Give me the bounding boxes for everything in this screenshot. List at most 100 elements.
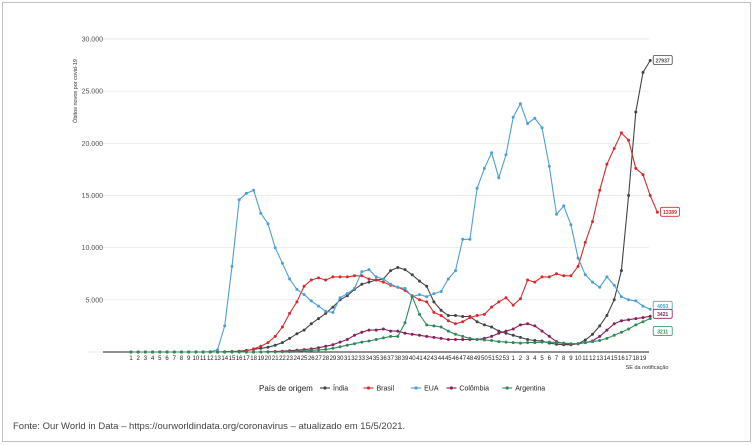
y-tick-label: 20.000 (82, 141, 104, 148)
data-point (591, 220, 594, 224)
data-point (504, 153, 508, 157)
data-point (612, 283, 616, 287)
x-tick-label: 6 (548, 356, 552, 362)
legend-item-índia: Índia (320, 384, 348, 393)
y-tick-label: 30.000 (82, 37, 104, 44)
data-point (374, 338, 378, 341)
data-point (418, 333, 421, 337)
data-point (194, 350, 198, 354)
y-axis-label: Óbitos novos por covid-19 (72, 59, 79, 123)
data-point (627, 327, 631, 331)
x-tick-label: 10 (575, 356, 582, 362)
data-point (317, 346, 320, 350)
x-tick-label: 14 (221, 356, 228, 362)
data-point (295, 300, 299, 304)
x-tick-label: 2 (519, 356, 523, 362)
x-tick-label: 17 (625, 356, 632, 362)
data-point (266, 222, 270, 226)
data-point (345, 343, 349, 347)
end-label-box (652, 308, 673, 319)
data-point (569, 342, 573, 346)
data-point (410, 332, 414, 336)
x-tick-label: 27 (315, 356, 322, 362)
x-tick-label: 19 (640, 356, 647, 362)
data-point (446, 319, 450, 323)
series-argentina (129, 295, 652, 354)
data-point (381, 280, 385, 284)
data-point (461, 315, 465, 318)
data-point (555, 272, 558, 276)
data-point (612, 298, 616, 302)
data-point (381, 336, 385, 340)
data-point (367, 280, 371, 284)
data-point (345, 275, 349, 279)
data-point (555, 341, 558, 345)
end-label-text: 3211 (657, 329, 668, 335)
data-point (259, 350, 263, 354)
data-point (591, 340, 594, 344)
data-point (338, 340, 342, 344)
data-point (252, 347, 256, 351)
data-point (504, 296, 508, 300)
x-tick-label: 12 (589, 356, 596, 362)
data-point (317, 348, 320, 352)
data-point (418, 298, 421, 302)
x-tick-label: 26 (308, 356, 315, 362)
data-point (353, 333, 356, 337)
data-point (576, 342, 580, 346)
data-point (612, 333, 616, 337)
series-eua (129, 102, 652, 354)
data-point (389, 329, 393, 333)
data-point (273, 334, 277, 338)
data-point (648, 314, 652, 318)
data-point (302, 284, 306, 288)
data-point (360, 270, 364, 274)
data-point (526, 278, 530, 282)
x-tick-label: 10 (193, 356, 200, 362)
data-point (180, 350, 183, 354)
end-label-índia: 27937 (652, 55, 673, 65)
data-point (425, 295, 429, 299)
data-point (576, 264, 580, 268)
data-point (309, 299, 313, 303)
x-tick-label: 9 (569, 356, 573, 362)
y-tick-label: 10.000 (82, 245, 104, 252)
x-tick-label: 25 (301, 356, 308, 362)
data-point (518, 341, 522, 345)
series-line (131, 315, 651, 353)
data-point (612, 322, 616, 326)
data-point (353, 342, 356, 346)
data-point (547, 275, 551, 279)
data-point (598, 324, 602, 328)
data-point (151, 350, 155, 354)
data-point (598, 285, 602, 289)
data-point (345, 294, 349, 298)
x-tick-label: 13 (596, 356, 603, 362)
data-point (641, 70, 645, 74)
data-point (389, 282, 393, 286)
legend-item-argentina: Argentina (502, 386, 545, 393)
data-point (569, 223, 573, 227)
data-point (518, 323, 522, 327)
y-tick-label: 25.000 (82, 89, 104, 96)
data-point (547, 340, 551, 344)
data-point (324, 278, 328, 282)
data-point (475, 320, 479, 324)
data-point (526, 338, 530, 341)
data-point (518, 335, 522, 339)
data-point (627, 194, 631, 197)
data-point (309, 348, 313, 352)
x-tick-label: 5 (540, 356, 544, 362)
data-point (259, 344, 263, 348)
x-tick-label: 38 (394, 356, 401, 362)
data-point (208, 350, 212, 354)
data-point (302, 328, 306, 332)
legend-marker (414, 386, 418, 390)
data-point (338, 345, 342, 349)
data-point (576, 256, 580, 260)
data-point (360, 274, 364, 278)
data-point (259, 211, 263, 215)
data-point (619, 295, 623, 299)
data-point (266, 341, 270, 345)
data-point (482, 338, 486, 342)
